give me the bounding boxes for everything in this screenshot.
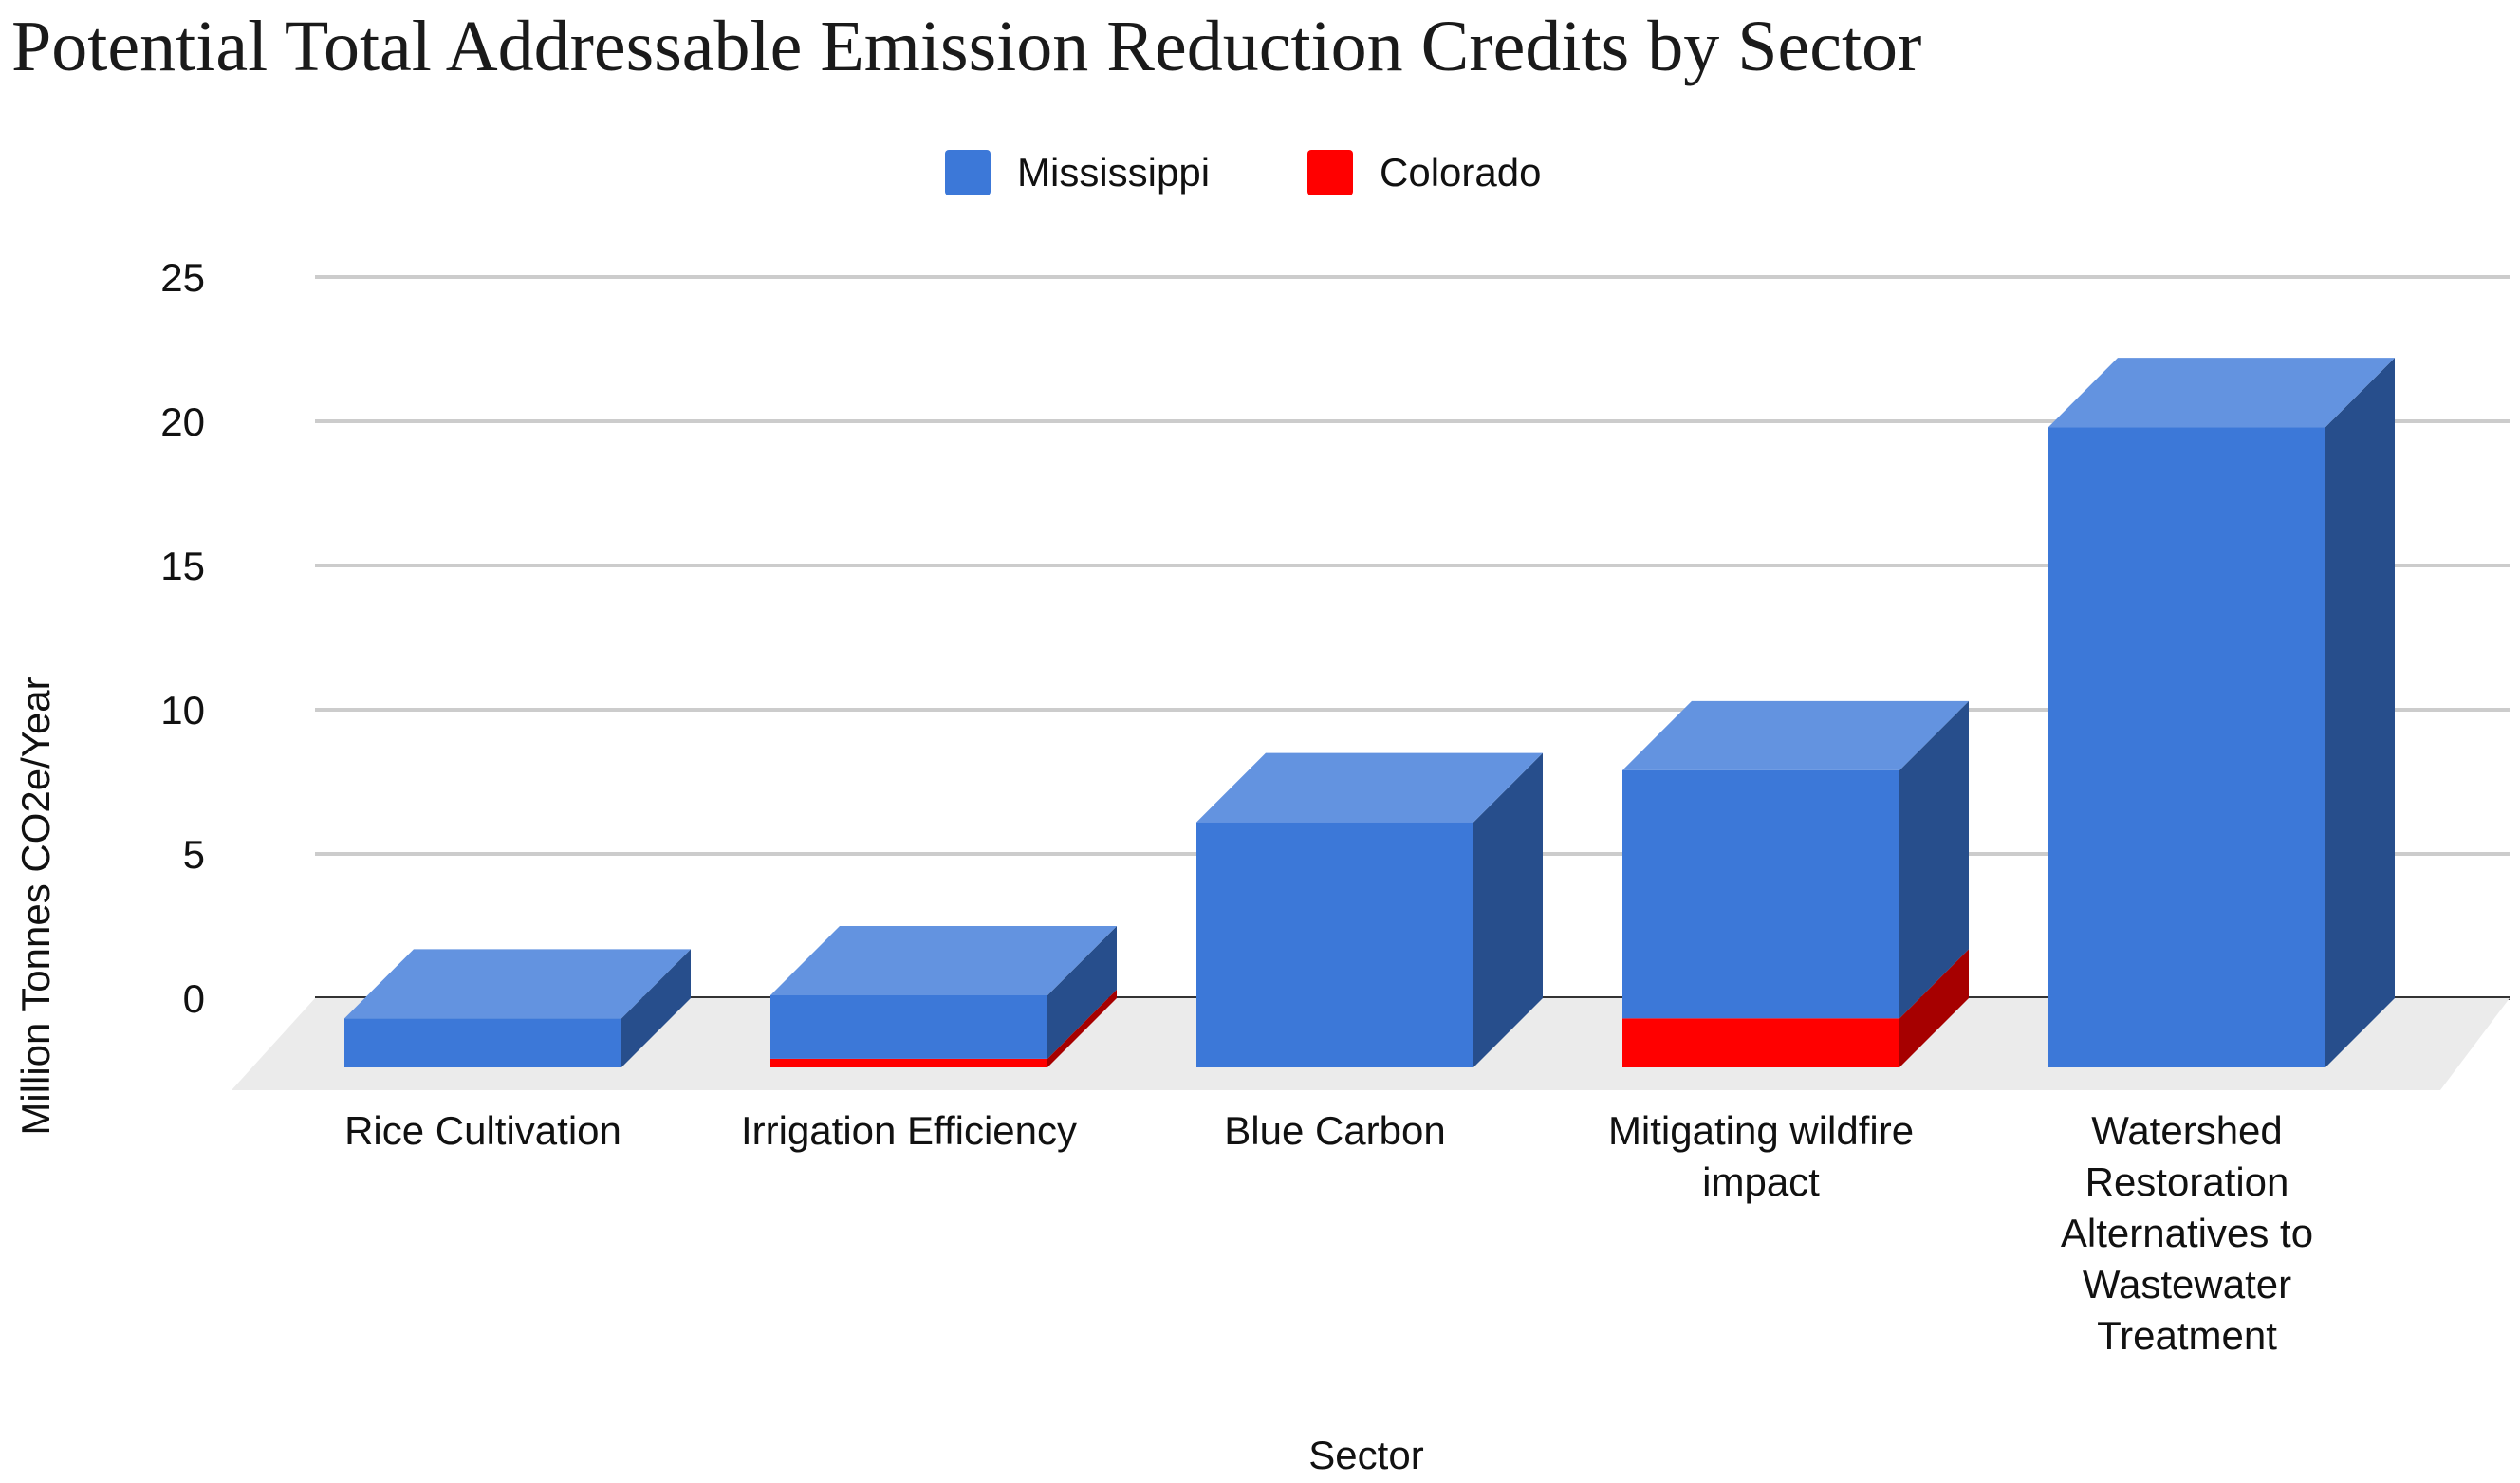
y-tick-label: 10 — [160, 688, 205, 732]
x-tick-label-blue-carbon: Blue Carbon — [1224, 1108, 1445, 1153]
chart-title: Potential Total Addressable Emission Red… — [11, 7, 1921, 86]
y-tick-label: 15 — [160, 544, 205, 588]
bar-side-face — [1899, 949, 1969, 1067]
bar-group-watershed-restoration-alternatives-to-wastewater-treatment — [2048, 358, 2395, 1067]
bar-top-face — [344, 949, 691, 1019]
bar-mississippi-irrigation-efficiency — [770, 926, 1117, 1059]
bar-group-blue-carbon — [1196, 752, 1543, 1067]
bar-colorado-irrigation-efficiency — [770, 989, 1117, 1067]
legend-swatch-mississippi — [945, 150, 991, 195]
bar-top-face — [1622, 700, 1969, 770]
bar-top-face — [2048, 358, 2395, 428]
bar-front-face — [1622, 1018, 1899, 1067]
bar-front-face — [770, 1058, 1047, 1067]
bar-mississippi-mitigating-wildfire-impact — [1622, 700, 1969, 1019]
y-tick-label: 0 — [183, 976, 205, 1021]
y-tick-label: 25 — [160, 255, 205, 300]
bar-front-face — [770, 995, 1047, 1059]
bar-group-rice-cultivation — [344, 949, 691, 1067]
y-tick-label: 5 — [183, 832, 205, 877]
x-tick-label-rice-cultivation: Rice Cultivation — [344, 1108, 621, 1153]
x-tick-label-irrigation-efficiency: Irrigation Efficiency — [741, 1108, 1077, 1153]
y-axis-label: Million Tonnes CO2e/Year — [13, 677, 58, 1135]
legend-label-mississippi: Mississippi — [1017, 150, 1210, 195]
x-tick-label-watershed-restoration-alternatives-to-wastewater-treatment: Watershed Restoration Alternatives to Waste… — [2061, 1108, 2313, 1358]
y-tick-label: 20 — [160, 399, 205, 444]
bar-side-face — [2325, 358, 2395, 1067]
legend-swatch-colorado — [1307, 150, 1353, 195]
bar-front-face — [344, 1018, 621, 1067]
bar-side-face — [1047, 989, 1117, 1067]
x-tick-label-mitigating-wildfire-impact: Mitigating wildfire impact — [1608, 1108, 1914, 1204]
bar-mississippi-rice-cultivation — [344, 949, 691, 1067]
x-axis-tick-labels: Rice Cultivation Irrigation Efficiency Blu… — [344, 1108, 2313, 1358]
bar-group-irrigation-efficiency — [770, 926, 1117, 1067]
y-axis-tick-labels: 0 5 10 15 20 25 — [160, 255, 205, 1021]
bar-top-face — [1196, 752, 1543, 823]
bar-mississippi-watershed-restoration-alternatives-to-wastewater-treatment — [2048, 358, 2395, 1067]
bar-top-face — [770, 926, 1117, 995]
bar-front-face — [2048, 427, 2325, 1067]
bar-front-face — [1196, 822, 1473, 1067]
bar-side-face — [621, 949, 691, 1067]
bar-front-face — [1622, 769, 1899, 1019]
bar-colorado-mitigating-wildfire-impact — [1622, 949, 1969, 1067]
legend: Mississippi Colorado — [945, 150, 1541, 195]
bars — [344, 358, 2395, 1067]
bar-side-face — [1899, 700, 1969, 1019]
bar-side-face — [1473, 752, 1543, 1067]
bar-side-face — [1047, 926, 1117, 1059]
bar-group-mitigating-wildfire-impact — [1622, 700, 1969, 1067]
legend-label-colorado: Colorado — [1380, 150, 1541, 195]
x-axis-label: Sector — [1308, 1433, 1423, 1477]
bar-mississippi-blue-carbon — [1196, 752, 1543, 1067]
